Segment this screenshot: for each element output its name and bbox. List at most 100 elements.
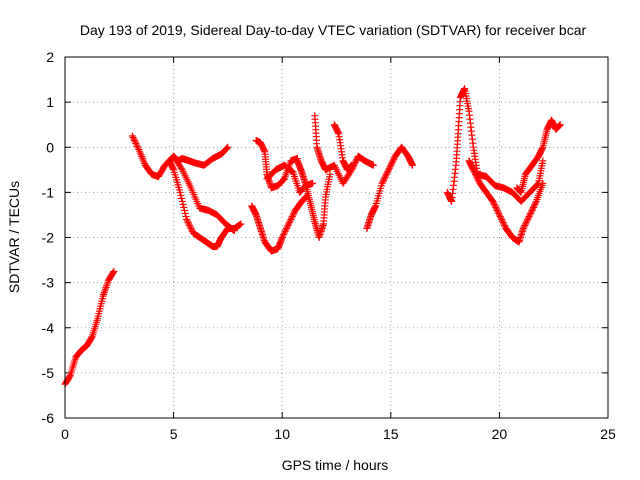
data-point	[390, 155, 398, 163]
x-tick-label: 5	[170, 426, 178, 442]
data-point	[521, 221, 529, 229]
data-point	[237, 220, 245, 228]
data-point	[532, 199, 540, 207]
data-point	[110, 267, 118, 275]
y-tick-label: -2	[42, 230, 55, 246]
data-point	[139, 156, 147, 164]
data-point	[136, 147, 144, 155]
data-point	[385, 164, 393, 172]
data-point	[282, 226, 290, 234]
data-point	[472, 170, 480, 178]
data-point	[500, 221, 508, 229]
data-point	[493, 205, 501, 213]
series-arc-12	[443, 85, 547, 205]
data-point	[539, 179, 547, 187]
data-point	[286, 217, 294, 225]
data-point	[469, 166, 477, 174]
data-point	[388, 158, 396, 166]
data-point	[474, 176, 482, 184]
data-point	[379, 178, 387, 186]
data-point	[138, 153, 146, 161]
y-tick-label: -5	[42, 365, 55, 381]
data-point	[131, 138, 139, 146]
data-point	[378, 179, 386, 187]
data-point	[490, 200, 498, 208]
data-point	[490, 199, 498, 207]
data-point	[103, 280, 111, 288]
data-point	[497, 214, 505, 222]
data-point	[288, 167, 296, 175]
data-point	[179, 200, 187, 208]
data-point	[223, 144, 231, 152]
data-point	[230, 227, 238, 235]
data-point	[138, 154, 146, 162]
data-point	[522, 218, 530, 226]
data-point	[529, 205, 537, 213]
data-point	[128, 132, 136, 140]
data-point	[181, 209, 189, 217]
data-point	[527, 208, 535, 216]
data-point	[471, 169, 479, 177]
series-arc-10	[330, 121, 356, 174]
data-point	[183, 217, 191, 225]
data-point	[387, 161, 395, 169]
data-point	[283, 224, 291, 232]
data-point	[495, 209, 503, 217]
data-point	[473, 173, 481, 181]
data-point	[523, 217, 531, 225]
data-point	[288, 212, 296, 220]
x-axis-label: GPS time / hours	[282, 457, 389, 473]
data-point	[498, 217, 506, 225]
data-point	[131, 136, 139, 144]
data-point	[383, 169, 391, 177]
y-tick-label: 0	[46, 139, 54, 155]
data-point	[182, 212, 190, 220]
data-point	[185, 220, 193, 228]
data-point	[186, 223, 194, 231]
data-point	[130, 135, 138, 143]
data-point	[100, 290, 108, 298]
data-point	[186, 221, 194, 229]
data-point	[287, 215, 295, 223]
data-point	[99, 292, 107, 300]
series-arc-4	[170, 152, 238, 235]
data-point	[409, 161, 417, 169]
data-point	[530, 202, 538, 210]
data-point	[388, 160, 396, 168]
data-point	[284, 221, 292, 229]
data-point	[129, 133, 137, 141]
series-arc-9	[311, 112, 377, 187]
series-arc-6	[252, 136, 301, 192]
data-point	[278, 234, 286, 241]
data-point	[492, 203, 500, 211]
data-point	[531, 200, 539, 208]
data-point	[178, 197, 186, 205]
data-point	[381, 173, 389, 181]
data-point	[382, 170, 390, 178]
data-point	[289, 211, 297, 219]
data-point	[176, 188, 184, 196]
data-point	[66, 372, 74, 380]
data-point	[496, 212, 504, 220]
data-point	[177, 164, 185, 172]
series-arc-11	[363, 143, 417, 232]
data-point	[178, 194, 186, 202]
data-point	[133, 142, 141, 150]
data-point	[369, 161, 377, 169]
data-point	[88, 334, 96, 342]
data-point	[280, 229, 288, 237]
data-point	[539, 157, 547, 165]
data-point	[326, 170, 334, 178]
y-tick-label: -3	[42, 275, 55, 291]
data-point	[521, 220, 529, 228]
data-point	[556, 121, 564, 129]
data-point	[500, 220, 508, 228]
data-point	[280, 230, 288, 238]
data-point	[472, 172, 480, 180]
data-point	[136, 149, 144, 157]
data-point	[529, 203, 537, 211]
x-tick-label: 0	[61, 426, 69, 442]
data-point	[524, 214, 532, 222]
data-point	[184, 218, 192, 226]
data-point	[494, 208, 502, 216]
